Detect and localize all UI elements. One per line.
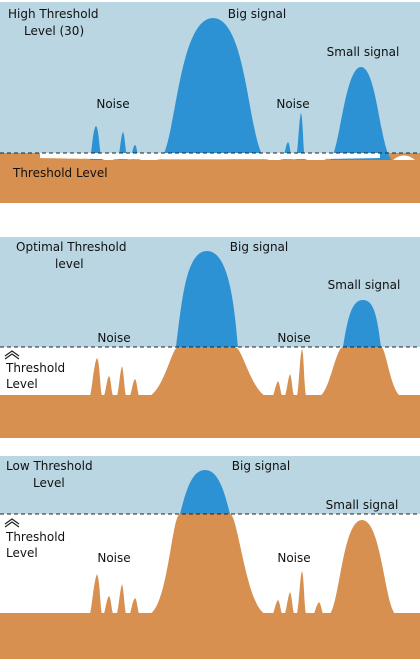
noise-label-left: Noise: [97, 331, 130, 345]
panel-optimal-threshold: Optimal Threshold level Big signal Small…: [0, 237, 420, 456]
big-signal-label: Big signal: [230, 240, 289, 254]
panel-title-line-2: Level: [33, 476, 65, 490]
panel-title-line-1: Optimal Threshold: [16, 240, 126, 254]
ground-ripples: [40, 153, 380, 160]
ground-surface: [0, 160, 420, 203]
panel-gap: [0, 438, 420, 456]
noise-label-left: Noise: [97, 551, 130, 565]
threshold-label-line-2: Level: [6, 377, 38, 391]
big-signal-label: Big signal: [232, 459, 291, 473]
big-signal-label: Big signal: [228, 7, 287, 21]
panel-title-line-2: Level (30): [24, 24, 84, 38]
signal-profile: [176, 251, 381, 347]
small-signal-label: Small signal: [326, 498, 399, 512]
threshold-up-icon: [4, 350, 20, 360]
signal-profile: [90, 18, 392, 160]
threshold-label-line-1: Threshold: [5, 530, 65, 544]
panel-title-line-1: Low Threshold: [6, 459, 93, 473]
threshold-label-line-2: Level: [6, 546, 38, 560]
noise-label-left: Noise: [96, 97, 129, 111]
panel-title-line-1: High Threshold: [8, 7, 99, 21]
panel-low-threshold: Low Threshold Level Big signal Small sig…: [0, 456, 420, 659]
small-signal-label: Small signal: [328, 278, 401, 292]
signal-profile: [180, 470, 230, 514]
ground-profile: [0, 514, 420, 659]
ground-profile: [0, 347, 420, 438]
noise-label-right: Noise: [277, 331, 310, 345]
panel-title-line-2: level: [55, 257, 84, 271]
noise-label-right: Noise: [277, 551, 310, 565]
threshold-label-line-1: Threshold: [5, 361, 65, 375]
panel-high-threshold: High Threshold Level (30) Big signal Sma…: [0, 2, 420, 237]
panel-gap: [0, 203, 420, 237]
threshold-up-icon: [4, 518, 20, 528]
threshold-level-label: Threshold Level: [12, 166, 108, 180]
noise-label-right: Noise: [276, 97, 309, 111]
small-signal-label: Small signal: [327, 45, 400, 59]
